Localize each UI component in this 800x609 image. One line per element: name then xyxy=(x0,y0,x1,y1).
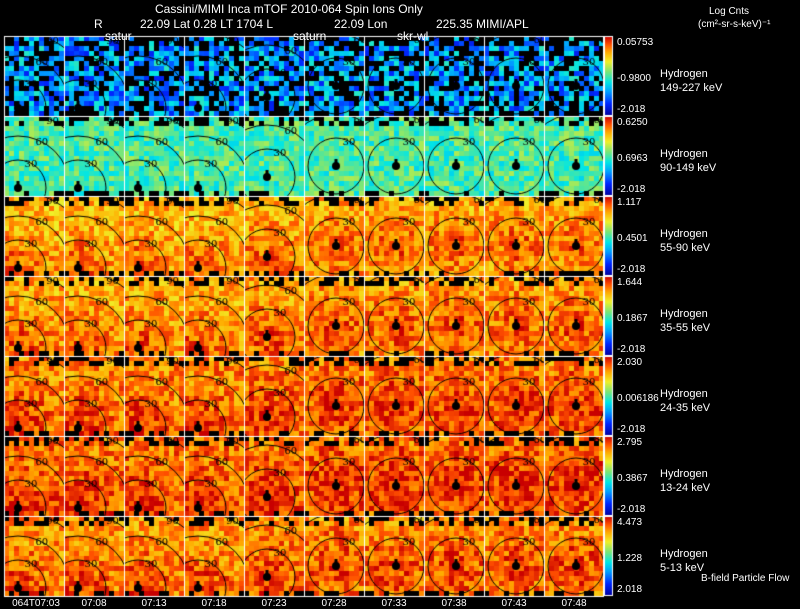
colorbar-max: 2.030 xyxy=(617,357,643,368)
x-tick-label: 07:48 xyxy=(561,598,587,609)
x-tick-label: 07:18 xyxy=(201,598,227,609)
energy-label: 13-24 keV xyxy=(660,482,711,494)
energy-label: 35-55 keV xyxy=(660,322,711,334)
r-label: R xyxy=(94,17,103,31)
colorbar-mid: 0.1867 xyxy=(617,313,648,324)
colorbar-max: 0.05753 xyxy=(617,37,654,48)
x-tick-label: 07:13 xyxy=(141,598,167,609)
x-tick-label: 07:23 xyxy=(261,598,287,609)
colorbar-max: 2.795 xyxy=(617,437,643,448)
species-label: Hydrogen xyxy=(660,228,708,240)
marker-label-satur: satur xyxy=(105,29,132,43)
species-label: Hydrogen xyxy=(660,548,708,560)
species-label: Hydrogen xyxy=(660,148,708,160)
x-tick-label: 07:43 xyxy=(501,598,527,609)
plot-title: Cassini/MIMI Inca mTOF 2010-064 Spin Ion… xyxy=(155,2,423,16)
colorbar-mid: -0.9800 xyxy=(617,73,651,84)
colorbar-min: -2.018 xyxy=(617,184,646,195)
colorbar-min: 2.018 xyxy=(617,584,643,595)
energy-label: 149-227 keV xyxy=(660,82,723,94)
x-tick-label: 07:33 xyxy=(381,598,407,609)
colorbar-mid: 0.006186 xyxy=(617,393,659,404)
colorbar-max: 0.6250 xyxy=(617,117,648,128)
x-tick-label: 07:08 xyxy=(81,598,107,609)
units-line1: Log Cnts xyxy=(709,6,750,17)
footer-legend: B-field Particle Flow xyxy=(701,573,790,584)
energy-label: 5-13 keV xyxy=(660,562,705,574)
colorbar-max: 1.117 xyxy=(617,197,642,208)
units-line2: (cm²-sr-s-keV)⁻¹ xyxy=(698,19,771,30)
x-tick-label: 07:38 xyxy=(441,598,467,609)
species-label: Hydrogen xyxy=(660,388,708,400)
colorbar-min: -2.018 xyxy=(617,344,646,355)
position-line: 22.09 Lat 0.28 LT 1704 L xyxy=(140,17,274,31)
x-tick-label: 07:28 xyxy=(321,598,347,609)
marker-label-saturn: saturn xyxy=(293,29,327,43)
x-tick-label: 064T07:03 xyxy=(12,598,60,609)
colorbar-mid: 1.228 xyxy=(617,553,643,564)
species-label: Hydrogen xyxy=(660,68,708,80)
colorbar-max: 4.473 xyxy=(617,517,643,528)
energy-label: 55-90 keV xyxy=(660,242,711,254)
species-label: Hydrogen xyxy=(660,308,708,320)
marker-label-skr: skr-wl xyxy=(397,29,429,43)
colorbar-max: 1.644 xyxy=(617,277,643,288)
colorbar-mid: 0.6963 xyxy=(617,153,648,164)
energy-label: 24-35 keV xyxy=(660,402,711,414)
species-label: Hydrogen xyxy=(660,468,708,480)
colorbar-min: -2.018 xyxy=(617,264,646,275)
lon-line: 22.09 Lon xyxy=(334,17,388,31)
colorbar-mid: 0.3867 xyxy=(617,473,648,484)
colorbar-mid: 0.4501 xyxy=(617,233,648,244)
colorbar-min: -2.018 xyxy=(617,104,646,115)
colorbar-min: -2.018 xyxy=(617,504,646,515)
colorbar-min: -2.018 xyxy=(617,424,646,435)
lon-value: 225.35 MIMI/APL xyxy=(436,17,529,31)
energy-label: 90-149 keV xyxy=(660,162,717,174)
